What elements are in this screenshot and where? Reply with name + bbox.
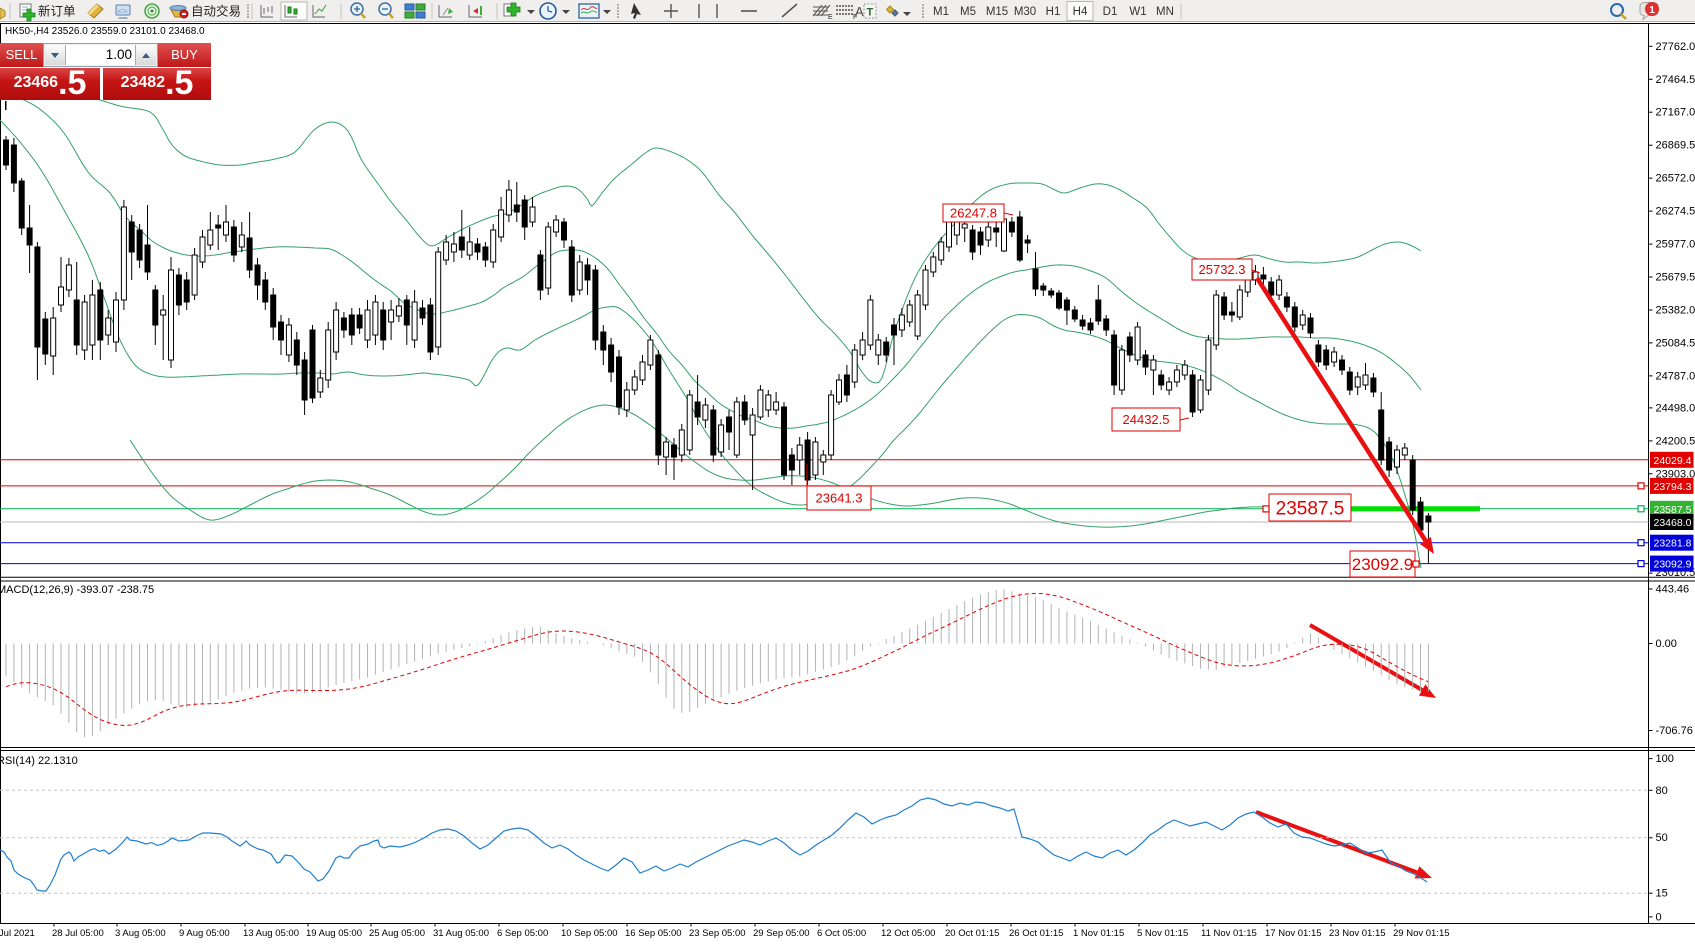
svg-text:26572.0: 26572.0 <box>1656 173 1695 185</box>
svg-text:23 Sep 05:00: 23 Sep 05:00 <box>689 928 746 939</box>
svg-text:16 Sep 05:00: 16 Sep 05:00 <box>625 928 682 939</box>
svg-text:443.46: 443.46 <box>1656 584 1690 596</box>
svg-text:24200.5: 24200.5 <box>1656 435 1695 447</box>
svg-text:23281.8: 23281.8 <box>1654 538 1692 550</box>
svg-text:24029.4: 24029.4 <box>1654 455 1692 467</box>
svg-text:5 Nov 01:15: 5 Nov 01:15 <box>1137 928 1188 939</box>
svg-text:24787.0: 24787.0 <box>1656 370 1695 382</box>
svg-text:10 Sep 05:00: 10 Sep 05:00 <box>561 928 618 939</box>
svg-text:12 Oct 05:00: 12 Oct 05:00 <box>881 928 935 939</box>
svg-text:HK50-,H4 23526.0 23559.0 2310: HK50-,H4 23526.0 23559.0 23101.0 23468.0 <box>5 26 205 37</box>
svg-text:25679.5: 25679.5 <box>1656 272 1695 284</box>
svg-text:29 Sep 05:00: 29 Sep 05:00 <box>753 928 810 939</box>
svg-text:13 Aug 05:00: 13 Aug 05:00 <box>243 928 299 939</box>
svg-text:25382.0: 25382.0 <box>1656 305 1695 317</box>
svg-text:19 Aug 05:00: 19 Aug 05:00 <box>306 928 362 939</box>
svg-text:23641.3: 23641.3 <box>816 491 863 506</box>
svg-text:0: 0 <box>1656 911 1662 923</box>
svg-text:27167.0: 27167.0 <box>1656 107 1695 119</box>
svg-text:9 Aug 05:00: 9 Aug 05:00 <box>179 928 230 939</box>
svg-text:23794.3: 23794.3 <box>1654 481 1692 493</box>
svg-text:0.00: 0.00 <box>1656 638 1677 650</box>
svg-text:26274.5: 26274.5 <box>1656 206 1695 218</box>
svg-text:MACD(12,26,9) -393.07 -238.75: MACD(12,26,9) -393.07 -238.75 <box>0 584 154 596</box>
svg-text:27762.0: 27762.0 <box>1656 41 1695 53</box>
svg-text:25732.3: 25732.3 <box>1199 262 1246 277</box>
svg-text:25084.5: 25084.5 <box>1656 337 1695 349</box>
svg-text:6 Sep 05:00: 6 Sep 05:00 <box>497 928 548 939</box>
svg-text:29 Nov 01:15: 29 Nov 01:15 <box>1393 928 1450 939</box>
svg-text:20 Oct 01:15: 20 Oct 01:15 <box>945 928 999 939</box>
svg-text:26869.5: 26869.5 <box>1656 140 1695 152</box>
svg-text:23 Nov 01:15: 23 Nov 01:15 <box>1329 928 1386 939</box>
svg-text:27464.5: 27464.5 <box>1656 74 1695 86</box>
svg-text:25 Aug 05:00: 25 Aug 05:00 <box>369 928 425 939</box>
svg-text:28 Jul 05:00: 28 Jul 05:00 <box>52 928 104 939</box>
svg-text:26 Oct 01:15: 26 Oct 01:15 <box>1009 928 1063 939</box>
svg-text:11 Nov 01:15: 11 Nov 01:15 <box>1201 928 1257 939</box>
svg-text:15: 15 <box>1656 888 1668 900</box>
svg-text:23092.9: 23092.9 <box>1654 559 1692 571</box>
svg-text:3 Aug 05:00: 3 Aug 05:00 <box>115 928 166 939</box>
svg-text:2 Jul 2021: 2 Jul 2021 <box>0 928 35 939</box>
svg-text:24498.0: 24498.0 <box>1656 402 1695 414</box>
svg-text:100: 100 <box>1656 753 1674 765</box>
svg-text:80: 80 <box>1656 785 1668 797</box>
svg-text:26247.8: 26247.8 <box>950 206 997 221</box>
svg-text:23587.5: 23587.5 <box>1276 498 1345 519</box>
svg-text:25977.0: 25977.0 <box>1656 239 1695 251</box>
svg-text:6 Oct 05:00: 6 Oct 05:00 <box>817 928 866 939</box>
svg-text:50: 50 <box>1656 832 1668 844</box>
svg-text:31 Aug 05:00: 31 Aug 05:00 <box>433 928 489 939</box>
svg-text:17 Nov 01:15: 17 Nov 01:15 <box>1265 928 1322 939</box>
svg-text:23468.0: 23468.0 <box>1654 517 1692 529</box>
svg-text:RSI(14) 22.1310: RSI(14) 22.1310 <box>0 755 78 767</box>
svg-text:23092.9: 23092.9 <box>1352 555 1413 574</box>
svg-text:24432.5: 24432.5 <box>1123 412 1170 427</box>
svg-text:1 Nov 01:15: 1 Nov 01:15 <box>1073 928 1124 939</box>
svg-text:-706.76: -706.76 <box>1656 725 1693 737</box>
